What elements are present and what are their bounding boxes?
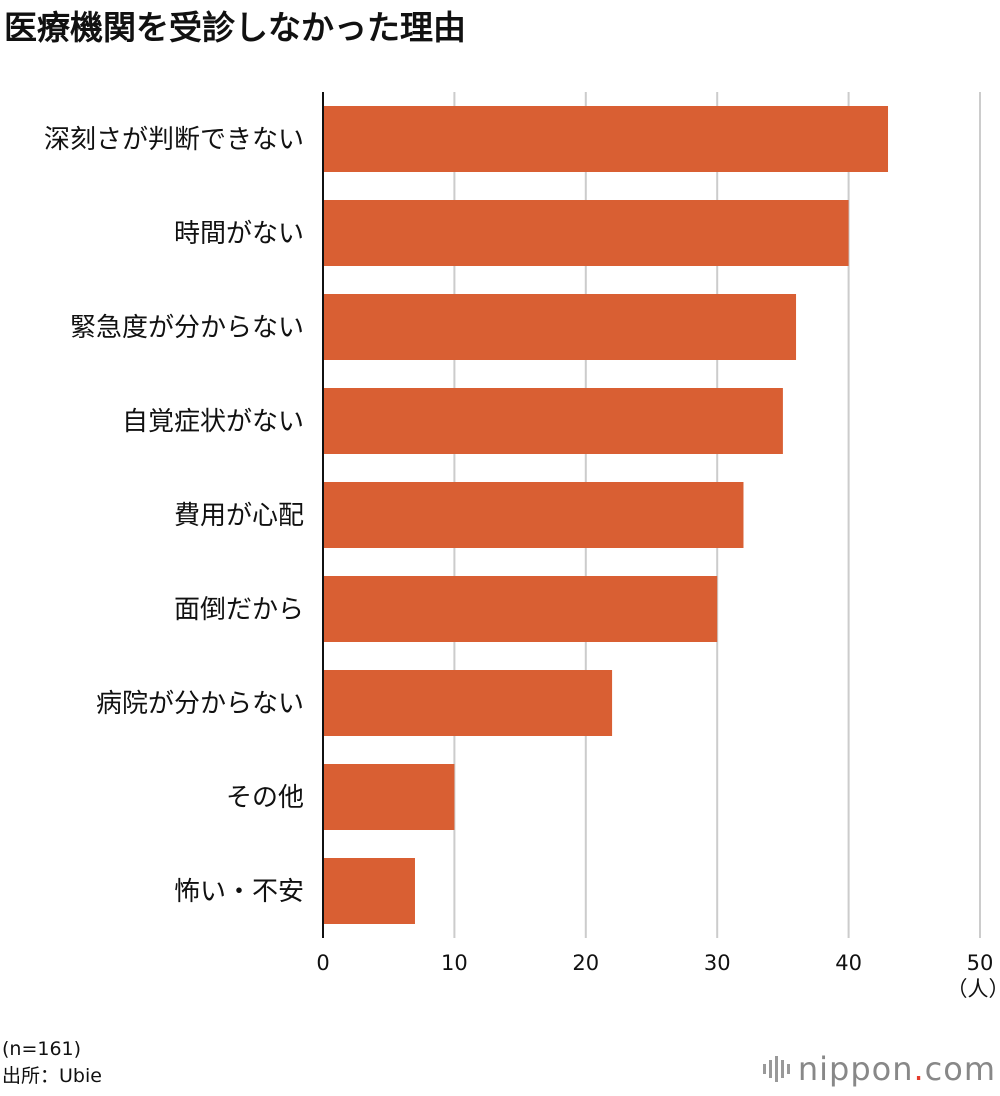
x-tick-label: 50 (967, 951, 994, 975)
bar (323, 294, 797, 360)
x-axis-unit: （人） (947, 977, 1000, 1001)
category-label: 病院が分からない (96, 689, 304, 719)
x-tick-label: 40 (835, 951, 862, 975)
logo-text: nippon.com (797, 1050, 996, 1088)
chart-title: 医療機関を受診しなかった理由 (4, 8, 466, 47)
bar (323, 576, 718, 642)
x-tick-labels: 0 10 20 30 40 50 (316, 951, 993, 975)
bar (323, 106, 889, 172)
source-note: 出所：Ubie (2, 1065, 102, 1087)
footnote: (n=161) 出所：Ubie (2, 1036, 102, 1090)
category-label: 深刻さが判断できない (44, 125, 304, 155)
logo-mark-icon (762, 1056, 790, 1082)
bar (323, 670, 613, 736)
category-label: その他 (226, 783, 304, 813)
bar (323, 388, 783, 454)
bar (323, 200, 849, 266)
category-label: 面倒だから (174, 595, 304, 625)
x-tick-label: 0 (316, 951, 329, 975)
sample-size-note: (n=161) (2, 1038, 82, 1060)
category-label: 自覚症状がない (122, 407, 304, 437)
nippon-com-logo: nippon.com (762, 1050, 996, 1088)
bars (323, 106, 889, 924)
x-tick-label: 10 (441, 951, 468, 975)
bar (323, 482, 744, 548)
x-tick-label: 20 (572, 951, 599, 975)
category-label: 怖い・不安 (174, 877, 304, 907)
category-labels: 深刻さが判断できない時間がない緊急度が分からない自覚症状がない費用が心配面倒だか… (44, 125, 304, 907)
x-tick-label: 30 (704, 951, 731, 975)
category-label: 緊急度が分からない (70, 313, 304, 343)
bar (323, 764, 455, 830)
bar-chart: 深刻さが判断できない時間がない緊急度が分からない自覚症状がない費用が心配面倒だか… (44, 92, 1000, 1001)
category-label: 時間がない (174, 219, 304, 249)
bar (323, 858, 415, 924)
category-label: 費用が心配 (174, 501, 304, 531)
